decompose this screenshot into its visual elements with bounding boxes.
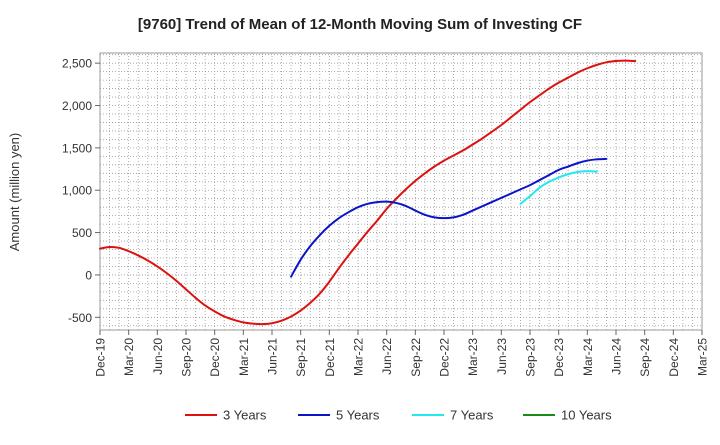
plot-frame xyxy=(99,52,703,331)
x-tick-label: Dec-19 xyxy=(94,338,108,377)
x-tick-label: Sep-23 xyxy=(524,338,538,377)
series-line-3-years xyxy=(99,59,637,326)
x-axis-ticks: Dec-19 Mar-20 Jun-20 Sep-20 Dec-20 Mar-21 Jun-… xyxy=(94,330,710,377)
y-axis-label: Amount (million yen) xyxy=(7,133,22,252)
x-tick-label: Sep-21 xyxy=(294,338,308,377)
x-tick-label: Dec-21 xyxy=(323,338,337,377)
x-tick-label: Mar-20 xyxy=(122,338,136,376)
x-tick-label: Jun-22 xyxy=(380,338,394,375)
x-tick-label: Mar-21 xyxy=(237,338,251,376)
chart-title: [9760] Trend of Mean of 12-Month Moving … xyxy=(138,16,582,33)
y-tick-label: 500 xyxy=(72,226,92,240)
x-tick-label: Sep-24 xyxy=(638,338,652,377)
series-layer xyxy=(99,59,637,326)
y-axis-ticks: -500 0 500 1,000 1,500 2,000 2,500 xyxy=(62,57,100,325)
y-tick-label: 1,000 xyxy=(62,184,92,198)
y-tick-label: 2,500 xyxy=(62,57,92,71)
y-tick-label: 0 xyxy=(85,268,92,282)
x-tick-label: Dec-20 xyxy=(208,338,222,377)
y-tick-label: 1,500 xyxy=(62,141,92,155)
x-tick-label: Sep-20 xyxy=(180,338,194,377)
x-tick-label: Mar-24 xyxy=(581,338,595,376)
x-tick-label: Sep-22 xyxy=(409,338,423,377)
legend-label: 3 Years xyxy=(223,408,267,423)
series-line-7-years xyxy=(519,170,598,205)
legend: 3 Years 5 Years 7 Years 10 Years xyxy=(185,408,612,423)
legend-label: 5 Years xyxy=(336,408,380,423)
x-tick-label: Dec-22 xyxy=(438,338,452,377)
x-tick-label: Jun-24 xyxy=(610,338,624,375)
x-tick-label: Jun-23 xyxy=(495,338,509,375)
x-tick-label: Mar-22 xyxy=(352,338,366,376)
x-tick-label: Mar-25 xyxy=(696,338,710,376)
series-line-5-years xyxy=(290,157,608,278)
x-tick-label: Mar-23 xyxy=(466,338,480,376)
y-tick-label: 2,000 xyxy=(62,99,92,113)
x-tick-label: Jun-20 xyxy=(151,338,165,375)
legend-label: 10 Years xyxy=(561,408,612,423)
legend-label: 7 Years xyxy=(450,408,494,423)
x-tick-label: Dec-23 xyxy=(552,338,566,377)
y-tick-label: -500 xyxy=(68,311,92,325)
grid-layer xyxy=(100,53,702,330)
x-tick-label: Jun-21 xyxy=(266,338,280,375)
x-tick-label: Dec-24 xyxy=(667,338,681,377)
